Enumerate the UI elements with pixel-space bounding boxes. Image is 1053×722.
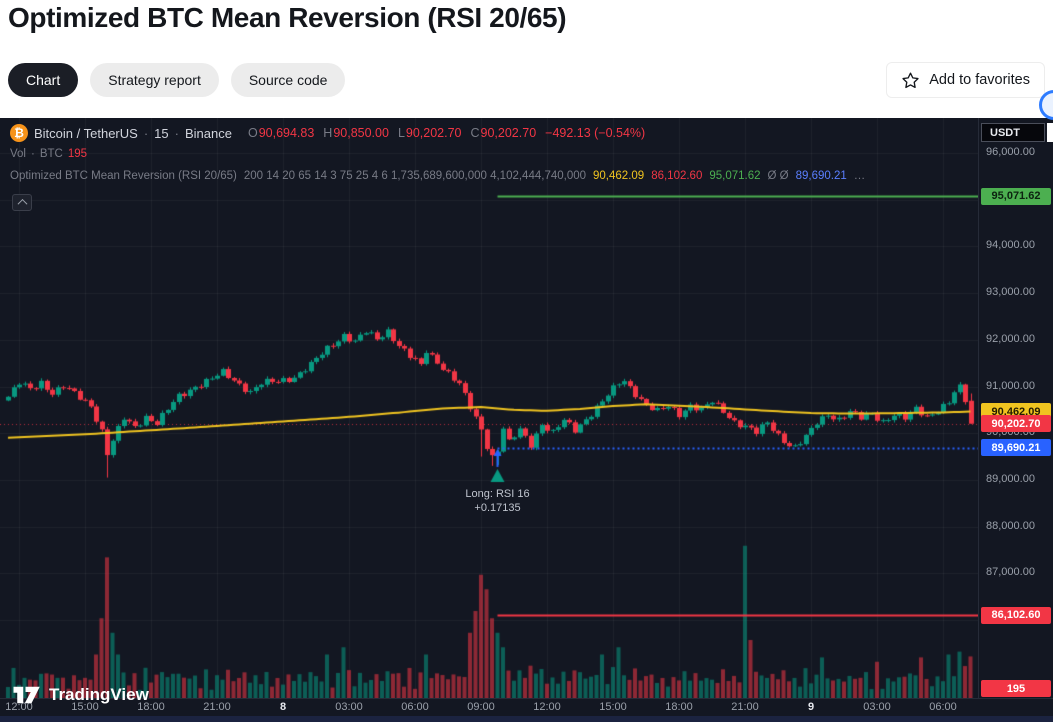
- volume-label[interactable]: Vol: [10, 148, 26, 160]
- tradingview-logo-icon: [13, 686, 40, 704]
- currency-toggle[interactable]: USDT: [981, 123, 1045, 142]
- time-tick: 18:00: [665, 701, 693, 713]
- time-tick: 03:00: [863, 701, 891, 713]
- time-tick: 06:00: [401, 701, 429, 713]
- price-label: 89,690.21: [981, 439, 1051, 457]
- price-change: −492.13 (−0.54%): [545, 126, 646, 140]
- low-value: 90,202.70: [405, 126, 462, 140]
- tradingview-logo[interactable]: TradingView: [12, 684, 149, 706]
- time-tick: 21:00: [731, 701, 759, 713]
- price-tick: 92,000.00: [986, 332, 1035, 345]
- strategy-ma-value: 90,462.09: [593, 170, 645, 182]
- separator-dot: ·: [174, 125, 179, 141]
- price-axis[interactable]: USDT 96,000.0095,000.0094,000.0093,000.0…: [978, 118, 1053, 698]
- volume-unit: BTC: [39, 148, 63, 160]
- time-tick: 12:00: [5, 701, 33, 713]
- chart-canvas[interactable]: [0, 118, 978, 698]
- strategy-stop-value: 86,102.60: [651, 170, 703, 182]
- price-tick: 93,000.00: [986, 286, 1035, 299]
- tab-chart[interactable]: Chart: [8, 63, 79, 97]
- price-tick: 94,000.00: [986, 239, 1035, 252]
- ohlc-readout: O 90,694.83 H 90,850.00 L 90,202.70 C 90,202…: [248, 126, 645, 140]
- signal-line1: Long: RSI 16: [465, 487, 530, 500]
- price-tick: 91,000.00: [986, 379, 1035, 392]
- time-tick: 09:00: [467, 701, 495, 713]
- time-tick: 21:00: [203, 701, 231, 713]
- time-tick: 12:00: [533, 701, 561, 713]
- strategy-more[interactable]: …: [853, 170, 866, 182]
- tradingview-logo-text: TradingView: [49, 685, 149, 704]
- strategy-target-value: 95,071.62: [709, 170, 761, 182]
- price-label: 90,202.70: [981, 415, 1051, 433]
- close-value: 90,202.70: [480, 126, 537, 140]
- bottom-strip: [0, 716, 1053, 722]
- time-tick: 18:00: [137, 701, 165, 713]
- separator-dot: ·: [143, 125, 149, 141]
- view-tabs: Chart Strategy report Source code: [8, 63, 346, 97]
- page-title: Optimized BTC Mean Reversion (RSI 20/65): [8, 2, 567, 33]
- close-label: C: [470, 126, 480, 140]
- time-tick: 03:00: [335, 701, 363, 713]
- interval-button[interactable]: 15: [154, 125, 169, 141]
- strategy-params: 200 14 20 65 14 3 75 25 4 6 1,735,689,60…: [243, 170, 587, 182]
- time-axis[interactable]: 12:00 15:00 18:00 21:00 8 03:00 06:00 09:00 12:0…: [0, 698, 1053, 716]
- volume-value: 195: [67, 148, 88, 160]
- open-value: 90,694.83: [258, 126, 315, 140]
- collapse-indicator-button[interactable]: [12, 194, 32, 211]
- price-label: 95,071.62: [981, 187, 1051, 205]
- axis-corner: [1047, 123, 1053, 142]
- price-tick: 88,000.00: [986, 519, 1035, 532]
- time-tick: 15:00: [599, 701, 627, 713]
- price-tick: 89,000.00: [986, 472, 1035, 485]
- bitcoin-icon: ₿: [10, 124, 28, 142]
- price-label: 86,102.60: [981, 606, 1051, 624]
- time-tick: 15:00: [71, 701, 99, 713]
- time-tick: 06:00: [929, 701, 957, 713]
- strategy-row: Optimized BTC Mean Reversion (RSI 20/65)…: [10, 170, 865, 182]
- chevron-up-icon: [17, 198, 27, 209]
- price-tick: 96,000.00: [986, 146, 1035, 158]
- star-icon: [902, 72, 919, 88]
- open-label: O: [247, 126, 258, 140]
- add-to-favorites-button[interactable]: Add to favorites: [886, 62, 1045, 98]
- add-to-favorites-label: Add to favorites: [929, 72, 1030, 88]
- high-value: 90,850.00: [333, 126, 389, 140]
- low-label: L: [397, 126, 405, 140]
- tab-strategy-report[interactable]: Strategy report: [90, 63, 219, 97]
- signal-line2: +0.17135: [474, 502, 521, 515]
- volume-row: Vol · BTC 195: [10, 148, 87, 160]
- time-tick: 8: [279, 701, 287, 713]
- strategy-empty-values: Ø Ø: [767, 170, 789, 182]
- price-label: 195: [981, 680, 1051, 697]
- symbol-name[interactable]: Bitcoin / TetherUS: [34, 125, 138, 141]
- symbol-row: ₿ Bitcoin / TetherUS · 15 · Binance O 90,…: [10, 124, 645, 142]
- strategy-name[interactable]: Optimized BTC Mean Reversion (RSI 20/65): [10, 170, 237, 182]
- tab-source-code[interactable]: Source code: [230, 63, 346, 97]
- price-tick: 87,000.00: [986, 566, 1035, 579]
- time-tick: 9: [807, 701, 815, 713]
- strategy-entry-value: 89,690.21: [795, 170, 847, 182]
- high-label: H: [323, 126, 333, 140]
- chart-widget[interactable]: ₿ Bitcoin / TetherUS · 15 · Binance O 90,…: [0, 118, 1053, 722]
- separator-dot: ·: [31, 148, 35, 160]
- long-signal-label: Long: RSI 16 +0.17135: [438, 487, 558, 516]
- exchange-name[interactable]: Binance: [184, 125, 232, 141]
